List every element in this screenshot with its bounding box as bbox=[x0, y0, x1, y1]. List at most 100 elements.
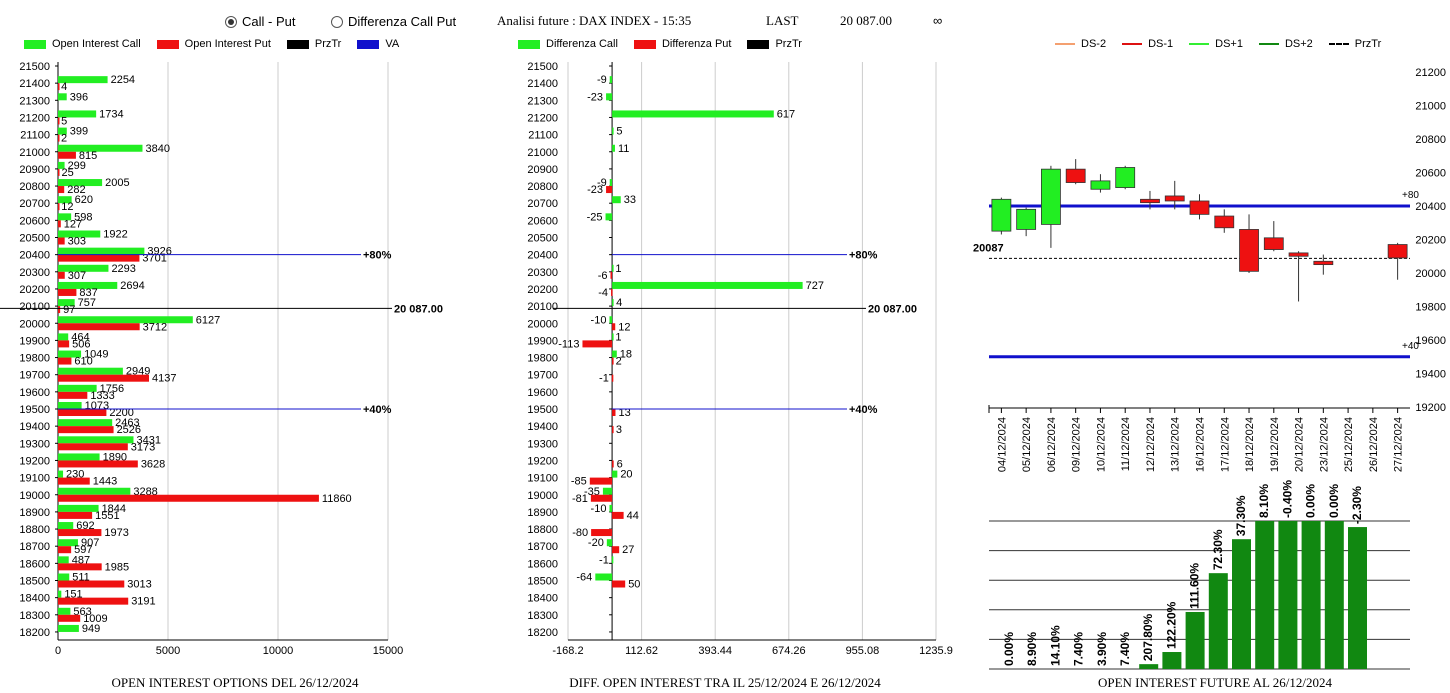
category-label: 18600 bbox=[527, 558, 558, 570]
bar-call bbox=[58, 367, 123, 375]
category-label: 18300 bbox=[527, 610, 558, 622]
legend-swatch bbox=[1258, 43, 1279, 45]
data-label-put: 3712 bbox=[143, 321, 167, 333]
legend-label: VA bbox=[385, 38, 400, 50]
category-label: 20200 bbox=[527, 284, 558, 296]
category-label: 20300 bbox=[19, 267, 50, 279]
bar-call bbox=[602, 487, 613, 495]
radio-dot-diff[interactable] bbox=[331, 15, 343, 28]
category-label: 21100 bbox=[20, 130, 50, 142]
bar-put bbox=[58, 443, 128, 451]
data-label-put: 3173 bbox=[131, 441, 155, 453]
legend-label: Differenza Put bbox=[661, 38, 732, 50]
level-label: +80 bbox=[1402, 190, 1419, 201]
legend-item-p1-0[interactable]: Open Interest Call bbox=[24, 38, 141, 50]
date-label: 11/12/2024 bbox=[1120, 417, 1132, 471]
date-label: 10/12/2024 bbox=[1095, 417, 1107, 472]
legend-label: DS+1 bbox=[1215, 38, 1243, 50]
legend-item-p1-2[interactable]: PrzTr bbox=[286, 38, 341, 50]
candle-body bbox=[1090, 180, 1111, 190]
legend-item-p3-3[interactable]: DS+2 bbox=[1258, 38, 1313, 50]
bar-call bbox=[58, 453, 100, 461]
bar-put bbox=[612, 580, 626, 588]
bar-put bbox=[58, 460, 138, 468]
data-label-call: 757 bbox=[78, 297, 96, 309]
bar-put bbox=[58, 391, 88, 399]
legend-item-p3-0[interactable]: DS-2 bbox=[1055, 38, 1106, 50]
category-label: 20100 bbox=[527, 301, 558, 313]
data-label-call: 464 bbox=[71, 331, 89, 343]
category-label: 21000 bbox=[19, 147, 50, 159]
data-label-call: 20 bbox=[620, 469, 632, 481]
category-label: 20700 bbox=[527, 198, 558, 210]
data-label-call: 4 bbox=[616, 297, 622, 309]
category-label: 20800 bbox=[19, 181, 50, 193]
legend-item-p2-1[interactable]: Differenza Put bbox=[633, 38, 732, 50]
category-label: 18200 bbox=[19, 627, 50, 639]
bar-call bbox=[58, 470, 64, 478]
data-label-call: 2463 bbox=[115, 417, 139, 429]
va-label: +40% bbox=[363, 404, 392, 416]
category-label: 21400 bbox=[527, 78, 558, 90]
bar-put bbox=[58, 186, 65, 194]
category-label: 21200 bbox=[19, 112, 50, 124]
bar-call bbox=[58, 590, 62, 598]
legend-item-p1-1[interactable]: Open Interest Put bbox=[156, 38, 271, 50]
legend-swatch bbox=[156, 39, 179, 49]
bar-call bbox=[58, 127, 67, 135]
future-bar-label: -2.30% bbox=[1350, 486, 1364, 524]
date-label: 20/12/2024 bbox=[1294, 417, 1306, 472]
bar-put bbox=[612, 357, 614, 365]
radio-call-put[interactable]: Call - Put bbox=[225, 14, 295, 29]
bar-call bbox=[58, 247, 145, 255]
category-label: 18800 bbox=[527, 524, 558, 536]
bar-put bbox=[58, 323, 140, 331]
category-label: 18500 bbox=[19, 576, 50, 588]
footer-oi-future: OPEN INTEREST FUTURE AL 26/12/2024 bbox=[1097, 675, 1332, 690]
data-label-call: 2694 bbox=[120, 280, 144, 292]
bar-call bbox=[612, 127, 614, 135]
x-tick-label: 0 bbox=[55, 645, 61, 657]
legend-swatch bbox=[747, 39, 770, 49]
category-label: 19900 bbox=[527, 335, 558, 347]
data-label-put: 1333 bbox=[90, 390, 114, 402]
bar-call bbox=[58, 213, 72, 221]
category-label: 18700 bbox=[19, 541, 50, 553]
legend-item-p2-0[interactable]: Differenza Call bbox=[518, 38, 618, 50]
data-label-call: 2005 bbox=[105, 177, 129, 189]
top-bar: Call - Put Differenza Call Put Analisi f… bbox=[0, 0, 1450, 34]
legend-swatch bbox=[24, 39, 46, 49]
future-bar bbox=[1232, 539, 1251, 669]
date-label: 16/12/2024 bbox=[1195, 417, 1207, 472]
bar-put bbox=[612, 460, 614, 468]
radio-diff[interactable]: Differenza Call Put bbox=[331, 14, 456, 29]
legend-item-p3-1[interactable]: DS-1 bbox=[1122, 38, 1173, 50]
category-label: 19200 bbox=[19, 455, 50, 467]
infinity-symbol[interactable]: ∞ bbox=[933, 13, 943, 28]
radio-dot-call-put[interactable] bbox=[225, 15, 237, 28]
legend-item-p2-2[interactable]: PrzTr bbox=[747, 38, 802, 50]
future-bar bbox=[1278, 521, 1298, 669]
data-label-call: 1049 bbox=[84, 349, 108, 361]
bar-call bbox=[58, 402, 82, 409]
y-tick-label: 19800 bbox=[1415, 302, 1446, 314]
future-bar-label: 14.10% bbox=[1048, 625, 1062, 666]
legend-item-p1-3[interactable]: VA bbox=[357, 38, 399, 50]
legend-label: PrzTr bbox=[775, 38, 802, 50]
legend-item-p3-4[interactable]: PrzTr bbox=[1328, 38, 1381, 50]
przt-label: 20 087.00 bbox=[394, 303, 443, 315]
category-label: 19300 bbox=[19, 438, 50, 450]
date-label: 06/12/2024 bbox=[1046, 417, 1058, 472]
data-label-call: 399 bbox=[70, 126, 88, 138]
category-label: 19300 bbox=[527, 438, 558, 450]
data-label-put: 3191 bbox=[131, 596, 155, 608]
future-bar bbox=[1301, 521, 1321, 669]
bar-call bbox=[58, 522, 74, 530]
legend-swatch bbox=[518, 39, 540, 49]
future-bar bbox=[1348, 527, 1367, 669]
data-label-put: 1009 bbox=[83, 613, 107, 625]
legend-item-p3-2[interactable]: DS+1 bbox=[1189, 38, 1243, 50]
bar-put bbox=[58, 477, 90, 485]
bar-put bbox=[58, 288, 77, 296]
